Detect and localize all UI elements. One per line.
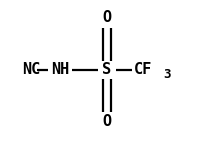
Text: O: O (102, 10, 112, 26)
Text: CF: CF (134, 62, 152, 78)
Text: NC: NC (22, 62, 40, 78)
Text: S: S (102, 62, 112, 78)
Text: NH: NH (51, 62, 69, 78)
Text: 3: 3 (163, 68, 171, 81)
Text: O: O (102, 114, 112, 129)
